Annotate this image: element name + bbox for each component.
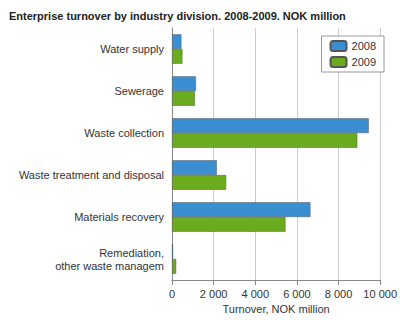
svg-text:Materials recovery: Materials recovery xyxy=(74,211,164,223)
svg-text:8 000: 8 000 xyxy=(325,288,353,300)
svg-text:10 000: 10 000 xyxy=(363,288,397,300)
svg-text:Waste treatment and disposal: Waste treatment and disposal xyxy=(19,169,164,181)
svg-text:2009: 2009 xyxy=(352,56,376,68)
svg-text:Waste collection: Waste collection xyxy=(84,127,164,139)
svg-text:Water supply: Water supply xyxy=(100,43,164,55)
svg-text:Remediation,: Remediation, xyxy=(99,247,164,259)
svg-text:0: 0 xyxy=(169,288,175,300)
svg-text:Enterprise turnover by industr: Enterprise turnover by industry division… xyxy=(9,10,346,22)
svg-text:Turnover, NOK million: Turnover, NOK million xyxy=(222,303,329,315)
svg-text:other waste managem: other waste managem xyxy=(55,260,164,272)
svg-text:6 000: 6 000 xyxy=(283,288,311,300)
svg-text:4 000: 4 000 xyxy=(242,288,270,300)
svg-text:Sewerage: Sewerage xyxy=(114,85,164,97)
svg-text:2 000: 2 000 xyxy=(200,288,228,300)
svg-text:2008: 2008 xyxy=(352,40,376,52)
